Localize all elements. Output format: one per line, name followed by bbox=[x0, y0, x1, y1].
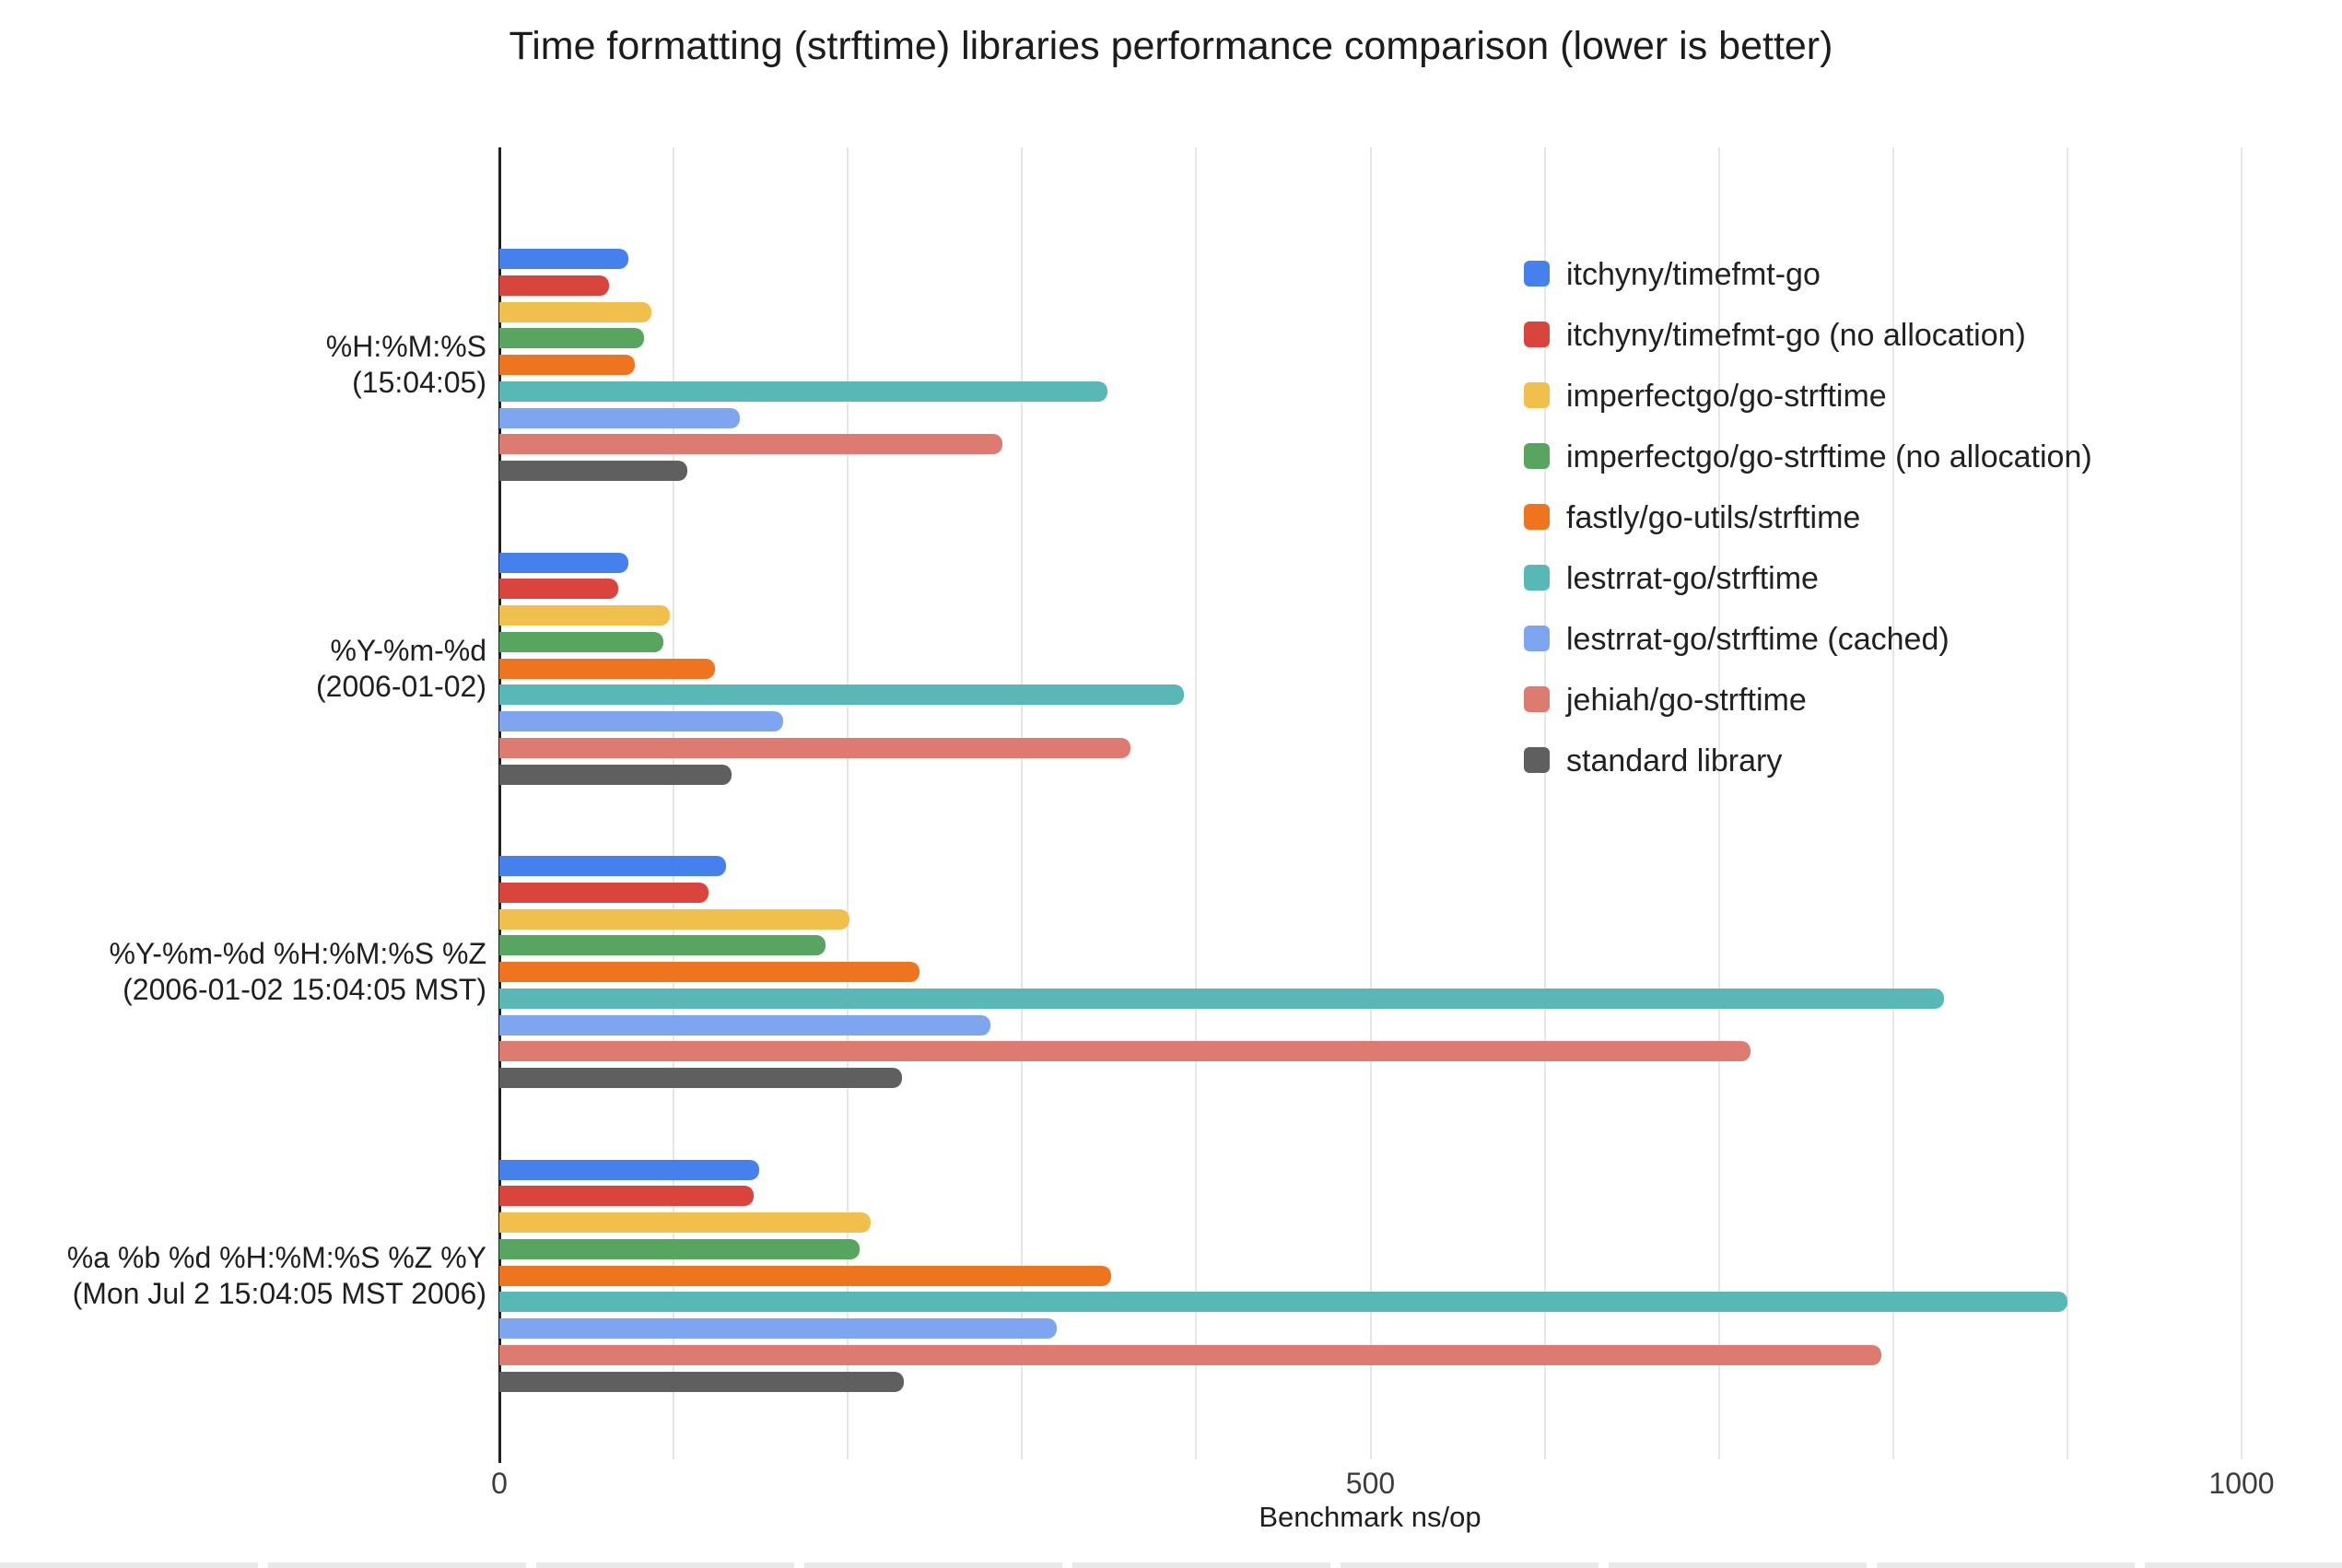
legend-label: lestrrat-go/strftime bbox=[1566, 561, 1819, 596]
legend-label: fastly/go-utils/strftime bbox=[1566, 500, 1861, 535]
legend-swatch bbox=[1524, 504, 1550, 530]
bar-imperfectgo-go-strftime bbox=[499, 605, 671, 626]
legend-swatch bbox=[1524, 626, 1550, 651]
bar-lestrrat-go-strftime-cached- bbox=[499, 1318, 1058, 1339]
legend-swatch bbox=[1524, 261, 1550, 287]
bar-lestrrat-go-strftime-cached- bbox=[499, 711, 784, 731]
gridline bbox=[673, 147, 675, 1459]
legend-item: jehiah/go-strftime bbox=[1524, 684, 2279, 717]
bar-lestrrat-go-strftime bbox=[499, 685, 1185, 706]
bar-lestrrat-go-strftime-cached- bbox=[499, 407, 740, 428]
legend-label: jehiah/go-strftime bbox=[1566, 683, 1807, 718]
bar-imperfectgo-go-strftime-no-allocation- bbox=[499, 1238, 861, 1259]
bar-standard-library bbox=[499, 1068, 902, 1088]
bar-lestrrat-go-strftime bbox=[499, 1292, 2067, 1313]
legend-swatch bbox=[1524, 565, 1550, 591]
bar-imperfectgo-go-strftime-no-allocation- bbox=[499, 328, 644, 349]
legend-item: lestrrat-go/strftime bbox=[1524, 562, 2279, 595]
gridline bbox=[1195, 147, 1198, 1459]
legend-swatch bbox=[1524, 443, 1550, 469]
x-tick-label: 0 bbox=[491, 1467, 508, 1500]
bar-jehiah-go-strftime bbox=[499, 1041, 1751, 1062]
bar-jehiah-go-strftime bbox=[499, 434, 1003, 455]
legend-item: imperfectgo/go-strftime bbox=[1524, 380, 2279, 413]
bar-imperfectgo-go-strftime bbox=[499, 908, 850, 930]
x-axis-title: Benchmark ns/op bbox=[1259, 1501, 1481, 1533]
x-tick-label: 500 bbox=[1345, 1467, 1396, 1500]
legend-item: itchyny/timefmt-go (no allocation) bbox=[1524, 319, 2279, 352]
category-label: %H:%M:%S (15:04:05) bbox=[325, 330, 486, 399]
legend-label: standard library bbox=[1566, 743, 1783, 778]
bar-jehiah-go-strftime bbox=[499, 737, 1130, 758]
legend-label: imperfectgo/go-strftime bbox=[1566, 379, 1887, 414]
chart-title: Time formatting (strftime) libraries per… bbox=[509, 24, 1833, 68]
gridline bbox=[1543, 147, 1546, 1459]
legend-swatch bbox=[1524, 322, 1550, 347]
bar-itchyny-timefmt-go-no-allocation- bbox=[499, 579, 618, 600]
bar-standard-library bbox=[499, 461, 688, 481]
bar-lestrrat-go-strftime bbox=[499, 380, 1107, 402]
bar-itchyny-timefmt-go bbox=[499, 856, 726, 876]
bar-imperfectgo-go-strftime bbox=[499, 301, 651, 322]
bar-fastly-go-utils-strftime bbox=[499, 355, 636, 375]
legend-item: itchyny/timefmt-go bbox=[1524, 258, 2279, 291]
legend-label: itchyny/timefmt-go (no allocation) bbox=[1566, 318, 2026, 353]
legend-swatch bbox=[1524, 382, 1550, 408]
bar-itchyny-timefmt-go-no-allocation- bbox=[499, 275, 610, 296]
category-label: %a %b %d %H:%M:%S %Z %Y (Mon Jul 2 15:04… bbox=[66, 1240, 486, 1310]
gridline bbox=[1369, 147, 1372, 1459]
category-label: %Y-%m-%d (2006-01-02) bbox=[316, 633, 486, 703]
x-tick-label: 1000 bbox=[2208, 1467, 2275, 1500]
category-label: %Y-%m-%d %H:%M:%S %Z (2006-01-02 15:04:0… bbox=[109, 937, 486, 1006]
legend-label: imperfectgo/go-strftime (no allocation) bbox=[1566, 439, 2092, 474]
bar-itchyny-timefmt-go bbox=[499, 552, 628, 573]
bar-itchyny-timefmt-go-no-allocation- bbox=[499, 1186, 755, 1207]
legend-item: fastly/go-utils/strftime bbox=[1524, 501, 2279, 534]
legend-swatch bbox=[1524, 747, 1550, 773]
legend-item: imperfectgo/go-strftime (no allocation) bbox=[1524, 440, 2279, 474]
gridline bbox=[847, 147, 849, 1459]
bar-imperfectgo-go-strftime-no-allocation- bbox=[499, 631, 663, 652]
bar-standard-library bbox=[499, 764, 732, 785]
legend-label: itchyny/timefmt-go bbox=[1566, 257, 1821, 292]
legend-swatch bbox=[1524, 686, 1550, 712]
bar-itchyny-timefmt-go bbox=[499, 1159, 759, 1180]
bar-itchyny-timefmt-go bbox=[499, 249, 628, 269]
bar-lestrrat-go-strftime bbox=[499, 988, 1944, 1009]
gridline bbox=[1021, 147, 1024, 1459]
bar-lestrrat-go-strftime-cached- bbox=[499, 1014, 991, 1036]
bar-imperfectgo-go-strftime bbox=[499, 1212, 871, 1233]
gridline bbox=[2066, 147, 2068, 1459]
bar-fastly-go-utils-strftime bbox=[499, 962, 919, 982]
bar-imperfectgo-go-strftime-no-allocation- bbox=[499, 935, 826, 956]
bar-itchyny-timefmt-go-no-allocation- bbox=[499, 882, 708, 903]
gridline bbox=[1717, 147, 1720, 1459]
bar-fastly-go-utils-strftime bbox=[499, 1265, 1111, 1286]
bar-jehiah-go-strftime bbox=[499, 1344, 1881, 1365]
legend-label: lestrrat-go/strftime (cached) bbox=[1566, 622, 1950, 657]
y-axis-line bbox=[498, 147, 501, 1463]
gridline bbox=[2241, 147, 2242, 1459]
legend-item: lestrrat-go/strftime (cached) bbox=[1524, 623, 2279, 656]
bar-fastly-go-utils-strftime bbox=[499, 658, 716, 679]
gridline bbox=[1891, 147, 1894, 1459]
legend-item: standard library bbox=[1524, 744, 2279, 778]
cropped-content-edge bbox=[0, 1562, 2342, 1568]
bar-standard-library bbox=[499, 1371, 904, 1392]
